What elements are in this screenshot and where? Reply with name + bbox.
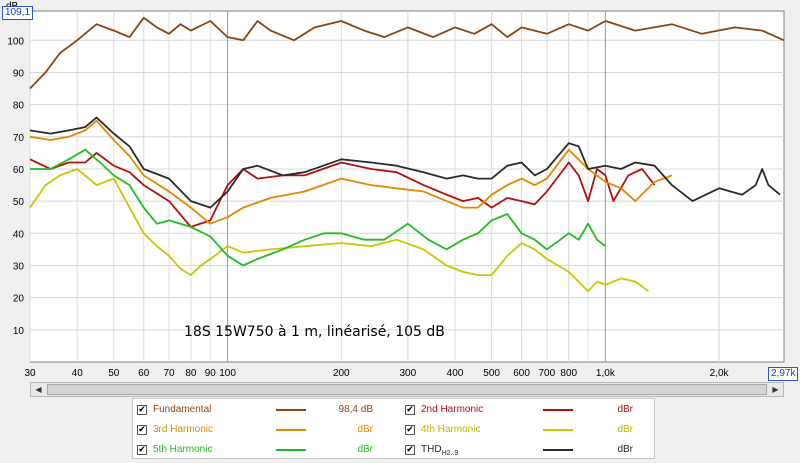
legend-label-main: THD [421,444,442,455]
x-tick-label: 600 [513,368,530,379]
series-line-fundamental [29,16,785,90]
legend-item-thd[interactable]: ✔ THDH2..9 dBr [405,441,653,459]
legend-swatch [543,409,573,411]
y-tick-label: 80 [13,101,25,112]
legend-value: dBr [617,404,633,415]
legend-value: dBr [357,444,373,455]
scroll-right-arrow-icon[interactable]: ▶ [772,385,779,394]
x-right-readout[interactable]: 2,97k [768,367,799,381]
y-tick-label: 70 [13,133,25,144]
legend-item-5th-harmonic[interactable]: ✔ 5th Harmonic dBr [137,441,397,459]
series-line-5th-harmonic [30,148,606,267]
legend-label: THDH2..9 [421,441,458,463]
legend-item-3rd-harmonic[interactable]: ✔ 3rd Harmonic dBr [137,421,397,439]
series-line-3rd-harmonic [29,119,673,225]
checkbox-5th-harmonic[interactable]: ✔ [137,445,147,455]
scroll-thumb[interactable] [47,384,767,395]
x-tick-label: 100 [219,368,236,379]
checkbox-2nd-harmonic[interactable]: ✔ [405,405,415,415]
y-tick-labels: 10 20 30 40 50 60 70 80 90 100 [7,36,24,337]
legend-item-fundamental[interactable]: ✔ Fundamental 98,4 dB [137,401,397,419]
x-tick-label: 70 [163,368,175,379]
x-tick-label: 500 [483,368,500,379]
legend-value: 98,4 dB [338,404,373,415]
checkbox-fundamental[interactable]: ✔ [137,405,147,415]
y-tick-label: 100 [7,36,24,47]
scroll-left-arrow-icon[interactable]: ◀ [35,385,42,394]
legend-label: 5th Harmonic [153,444,213,455]
y-tick-label: 30 [13,261,25,272]
x-tick-labels: 30 40 50 60 70 80 90 100 200 300 400 500 600 700 800 1,… [24,368,729,379]
x-tick-label: 1,0k [596,368,616,379]
legend-value: dBr [357,424,373,435]
legend-label: 3rd Harmonic [153,424,214,435]
checkbox-3rd-harmonic[interactable]: ✔ [137,425,147,435]
y-tick-label: 60 [13,165,25,176]
series-line-4th-harmonic [29,168,649,293]
legend-value: dBr [617,444,633,455]
legend-value: dBr [617,424,633,435]
legend-swatch [276,409,306,411]
plot-area[interactable] [29,10,785,363]
grid-lines [29,11,784,362]
series-line-thd [29,116,781,209]
x-tick-label: 60 [138,368,150,379]
checkbox-thd[interactable]: ✔ [405,445,415,455]
legend-swatch [276,429,306,431]
legend-label: 4th Harmonic [421,424,481,435]
x-tick-label: 400 [447,368,464,379]
legend-panel: ✔ Fundamental 98,4 dB ✔ 2nd Harmonic dBr… [132,398,655,459]
x-tick-label: 2,0k [710,368,730,379]
x-tick-label: 90 [205,368,217,379]
x-tick-label: 700 [539,368,556,379]
legend-label: Fundamental [153,404,212,415]
x-tick-label: 50 [108,368,120,379]
legend-item-4th-harmonic[interactable]: ✔ 4th Harmonic dBr [405,421,653,439]
x-tick-label: 40 [72,368,84,379]
x-tick-label: 80 [185,368,197,379]
x-tick-label: 300 [399,368,416,379]
series-layer [29,16,785,293]
legend-swatch [543,429,573,431]
y-tick-label: 20 [13,294,25,305]
y-tick-label: 50 [13,197,25,208]
series-line-2nd-harmonic [29,152,656,228]
legend-item-2nd-harmonic[interactable]: ✔ 2nd Harmonic dBr [405,401,653,419]
chart-annotation: 18S 15W750 à 1 m, linéarisé, 105 dB [184,324,445,340]
y-tick-label: 10 [13,326,25,337]
legend-label-sub: H2..9 [441,450,459,457]
checkbox-4th-harmonic[interactable]: ✔ [405,425,415,435]
legend-label: 2nd Harmonic [421,404,484,415]
horizontal-scrollbar[interactable]: ◀ ▶ [30,382,784,397]
y-tick-label: 40 [13,229,25,240]
y-top-readout[interactable]: 109,1 [2,6,34,20]
legend-swatch [276,449,306,451]
x-tick-label: 200 [333,368,350,379]
x-tick-label: 800 [560,368,577,379]
x-tick-label: 30 [24,368,36,379]
y-tick-label: 90 [13,68,25,79]
legend-swatch [543,449,573,451]
